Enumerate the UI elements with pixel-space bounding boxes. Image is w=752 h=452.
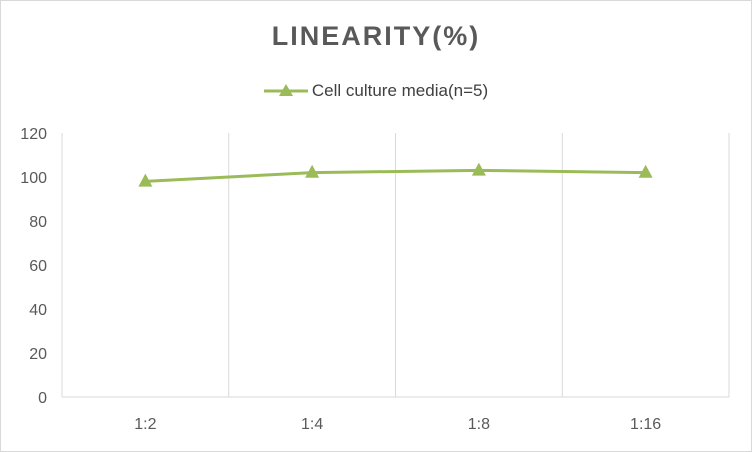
y-tick-label: 40	[29, 302, 47, 319]
y-tick-label: 100	[20, 170, 47, 187]
data-point-marker	[638, 164, 653, 178]
y-tick-label: 20	[29, 346, 47, 363]
data-point-marker	[471, 162, 486, 176]
x-tick-label: 1:2	[134, 416, 156, 433]
chart-title: LINEARITY(%)	[271, 21, 481, 51]
y-tick-label: 80	[29, 214, 47, 231]
data-point-marker	[138, 173, 153, 187]
legend-marker-icon	[263, 84, 308, 96]
y-tick-label: 60	[29, 258, 47, 275]
legend-label: Cell culture media(n=5)	[311, 81, 489, 100]
data-point-marker	[305, 164, 320, 178]
x-tick-label: 1:16	[630, 416, 661, 433]
legend: Cell culture media(n=5)	[1, 81, 751, 106]
x-tick-label: 1:4	[301, 416, 323, 433]
x-tick-label: 1:8	[468, 416, 490, 433]
y-tick-label: 0	[38, 390, 47, 407]
y-tick-label: 120	[20, 126, 47, 143]
series-line	[145, 168, 646, 183]
